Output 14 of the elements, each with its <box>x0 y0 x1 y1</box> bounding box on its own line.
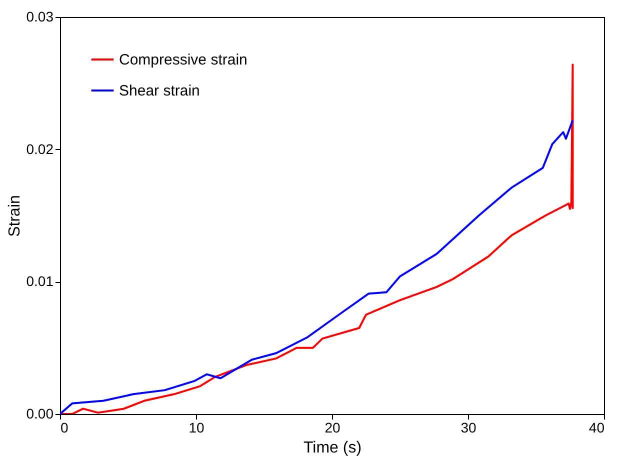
line-series <box>60 119 574 414</box>
x-tick-label: 10 <box>188 420 204 436</box>
x-tick-label: 40 <box>588 420 605 436</box>
x-tick-label: 20 <box>324 420 340 436</box>
y-tick-label: 0.02 <box>26 140 54 157</box>
x-axis-title: Time (s) <box>303 440 362 456</box>
y-tick-label: 0.03 <box>26 8 54 24</box>
legend-label: Compressive strain <box>119 52 248 68</box>
y-tick-label: 0.01 <box>26 273 54 290</box>
y-tick-label: 0.00 <box>26 406 54 422</box>
y-axis-title: Strain <box>6 195 24 237</box>
x-tick-label: 30 <box>460 420 476 436</box>
x-tick-label: 0 <box>60 420 68 436</box>
legend-label: Shear strain <box>119 82 200 100</box>
